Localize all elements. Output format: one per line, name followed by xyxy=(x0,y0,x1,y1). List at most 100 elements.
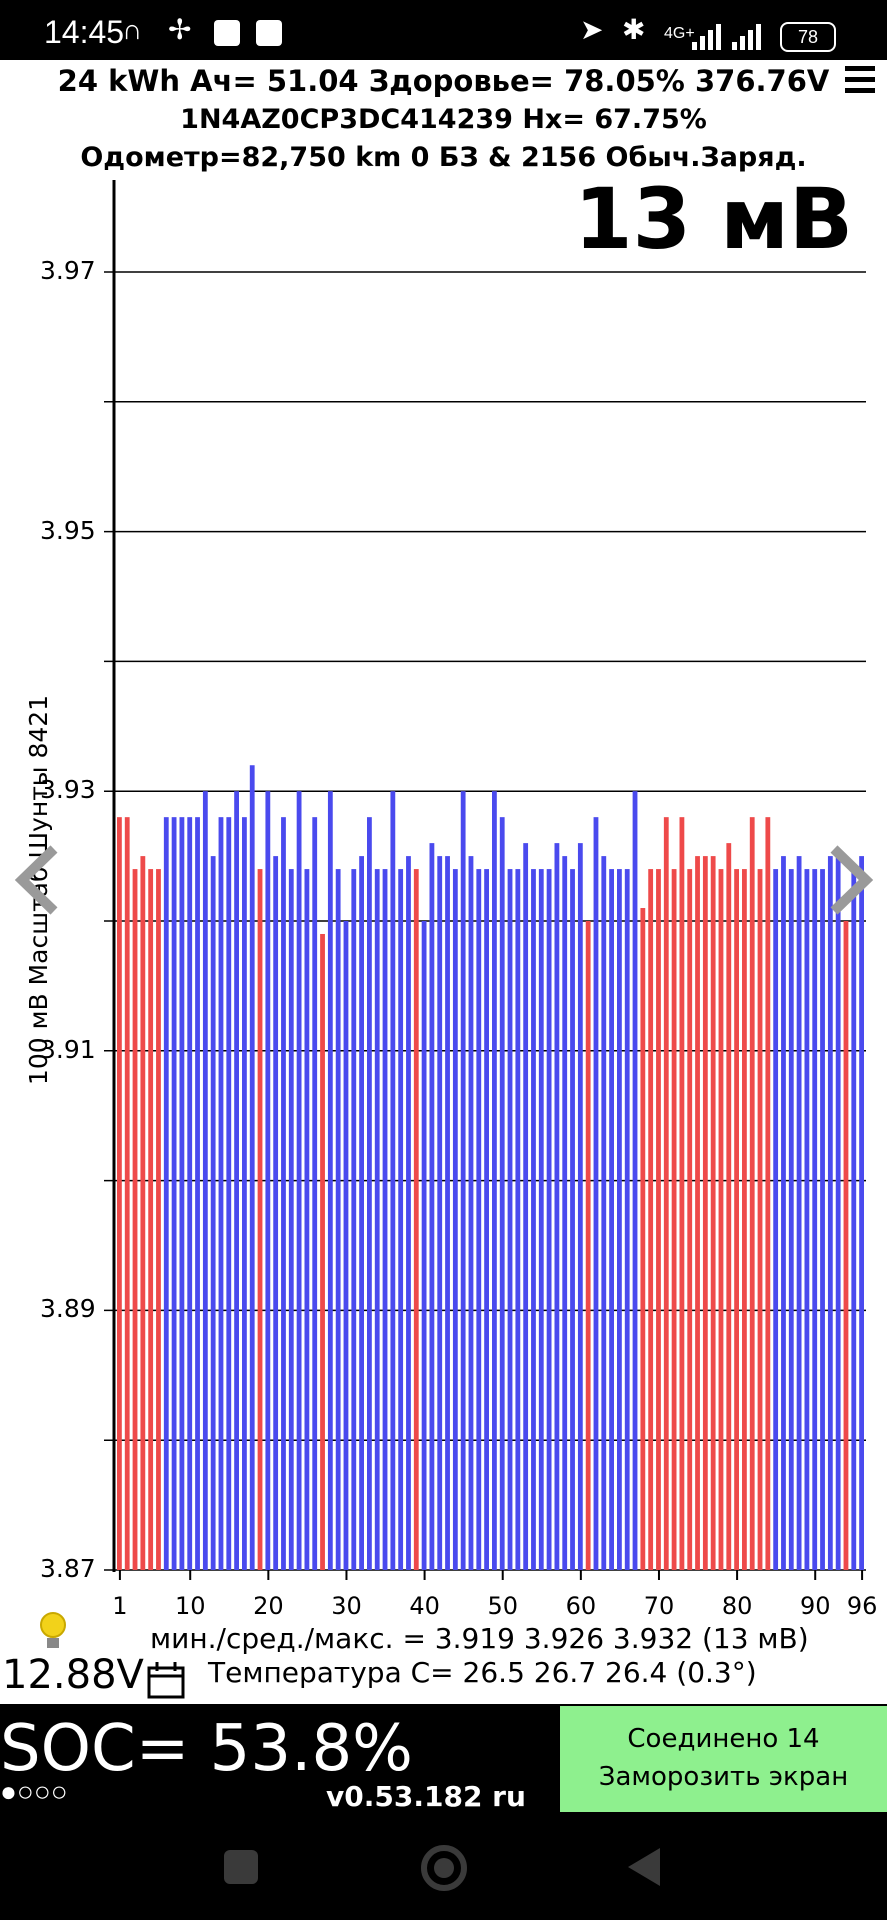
status-time: 14:45 xyxy=(44,14,125,50)
cell-bar xyxy=(359,856,364,1570)
cell-bar xyxy=(429,843,435,1570)
x-tick-label: 96 xyxy=(846,1592,878,1620)
notification-icon xyxy=(214,20,240,46)
cell-bar xyxy=(835,856,841,1570)
cell-bar xyxy=(781,856,786,1570)
cell-bar xyxy=(726,843,732,1570)
cell-bar xyxy=(210,856,216,1570)
cell-bar xyxy=(609,869,614,1570)
menu-icon[interactable] xyxy=(845,66,875,99)
status-bar: 14:45 ∩ ✢ ➤ ✱ 4G+ 78 xyxy=(0,0,887,60)
recent-apps-icon[interactable] xyxy=(222,1848,262,1888)
headphones-icon: ∩ xyxy=(122,14,143,45)
cell-bar xyxy=(476,869,482,1570)
cell-bar xyxy=(570,869,575,1570)
cell-bar xyxy=(577,843,583,1570)
cell-bar xyxy=(593,817,599,1570)
cell-bar xyxy=(562,856,568,1570)
cell-bar xyxy=(843,921,849,1570)
cell-bar xyxy=(601,856,607,1570)
header-line-1: 24 kWh Ач= 51.04 Здоровье= 78.05% 376.76… xyxy=(57,64,830,98)
cell-bar xyxy=(617,869,622,1570)
cell-bar xyxy=(156,869,161,1570)
cell-bar xyxy=(765,817,771,1570)
back-icon[interactable] xyxy=(624,1846,664,1890)
min-avg-max-readout: мин./сред./макс. = 3.919 3.926 3.932 (13… xyxy=(150,1622,809,1655)
cell-bar xyxy=(382,869,388,1570)
cell-bar xyxy=(687,869,693,1570)
cell-bar xyxy=(140,856,146,1570)
connection-status: Соединено 14 xyxy=(627,1724,820,1754)
y-tick-label: 3.89 xyxy=(40,1294,96,1324)
temperature-readout: Температура С= 26.5 26.7 26.4 (0.3°) xyxy=(208,1656,757,1689)
cell-bar xyxy=(671,869,677,1570)
bluetooth-icon: ✱ xyxy=(622,14,646,45)
cell-bar xyxy=(374,869,380,1570)
cell-bar xyxy=(554,843,560,1570)
cell-bar xyxy=(132,869,138,1570)
cell-bar xyxy=(281,817,286,1570)
aux-battery-voltage: 12.88V xyxy=(2,1652,144,1698)
x-tick-label: 1 xyxy=(112,1592,128,1620)
cell-bar xyxy=(515,869,521,1570)
cell-bar xyxy=(179,817,185,1570)
cell-bar xyxy=(367,817,372,1570)
cell-bar xyxy=(710,856,716,1570)
calendar-icon[interactable] xyxy=(146,1660,186,1700)
location-icon: ➤ xyxy=(580,14,604,45)
app-version: v0.53.182 ru xyxy=(326,1780,526,1813)
cell-bar xyxy=(218,817,224,1570)
x-tick-label: 70 xyxy=(643,1592,675,1620)
chevron-left-icon[interactable] xyxy=(14,845,62,915)
cell-bar xyxy=(718,869,724,1570)
cell-bar xyxy=(507,869,513,1570)
cell-bar xyxy=(812,869,818,1570)
home-icon[interactable] xyxy=(418,1842,470,1894)
soc-dots: ●○○○ xyxy=(0,1776,68,1807)
cell-bar xyxy=(702,856,708,1570)
cell-bar xyxy=(663,817,669,1570)
cell-bar xyxy=(742,869,747,1570)
y-tick-label: 3.95 xyxy=(40,515,96,545)
x-tick-label: 20 xyxy=(253,1592,284,1620)
cell-bar xyxy=(656,869,661,1570)
y-tick-label: 3.97 xyxy=(40,256,96,285)
voltage-delta: 13 мВ xyxy=(574,170,853,268)
cell-voltage-chart xyxy=(104,180,866,1580)
cell-bar xyxy=(265,791,271,1570)
header-line-3: Одометр=82,750 km 0 БЗ & 2156 Обыч.Заряд… xyxy=(80,142,807,173)
cell-bar xyxy=(585,921,591,1570)
cell-bar xyxy=(749,817,755,1570)
cell-bar xyxy=(398,869,404,1570)
network-type: 4G+ xyxy=(664,25,695,42)
cell-bar xyxy=(187,817,193,1570)
cell-bar xyxy=(468,856,474,1570)
freeze-screen-button[interactable]: Соединено 14 Заморозить экран xyxy=(560,1706,887,1812)
cell-bar xyxy=(335,869,341,1570)
cell-bar xyxy=(249,765,255,1570)
y-tick-label: 3.91 xyxy=(40,1034,96,1064)
battery-level: 78 xyxy=(797,27,819,47)
cell-bar xyxy=(820,869,825,1570)
cell-bar xyxy=(499,817,505,1570)
cell-bar xyxy=(171,817,177,1570)
cell-bar xyxy=(413,869,419,1570)
chart-bars xyxy=(117,765,864,1570)
cell-bar xyxy=(195,817,200,1570)
cell-bar xyxy=(640,908,646,1570)
cell-bar xyxy=(148,869,154,1570)
x-tick-label: 50 xyxy=(487,1592,518,1620)
cell-bar xyxy=(288,869,294,1570)
soc-readout: SOC= 53.8% xyxy=(0,1712,413,1786)
lightbulb-icon[interactable] xyxy=(38,1610,68,1654)
cell-bar xyxy=(406,856,411,1570)
cell-bar xyxy=(226,817,232,1570)
cell-bar xyxy=(437,856,443,1570)
cell-bar xyxy=(327,791,333,1570)
cell-bar xyxy=(523,843,529,1570)
x-tick-label: 60 xyxy=(565,1592,597,1620)
cell-bar xyxy=(234,791,239,1570)
chevron-right-icon[interactable] xyxy=(826,845,874,915)
y-tick-label: 3.87 xyxy=(40,1554,96,1583)
header-line-2: 1N4AZ0CP3DC414239 Hx= 67.75% xyxy=(180,104,707,135)
